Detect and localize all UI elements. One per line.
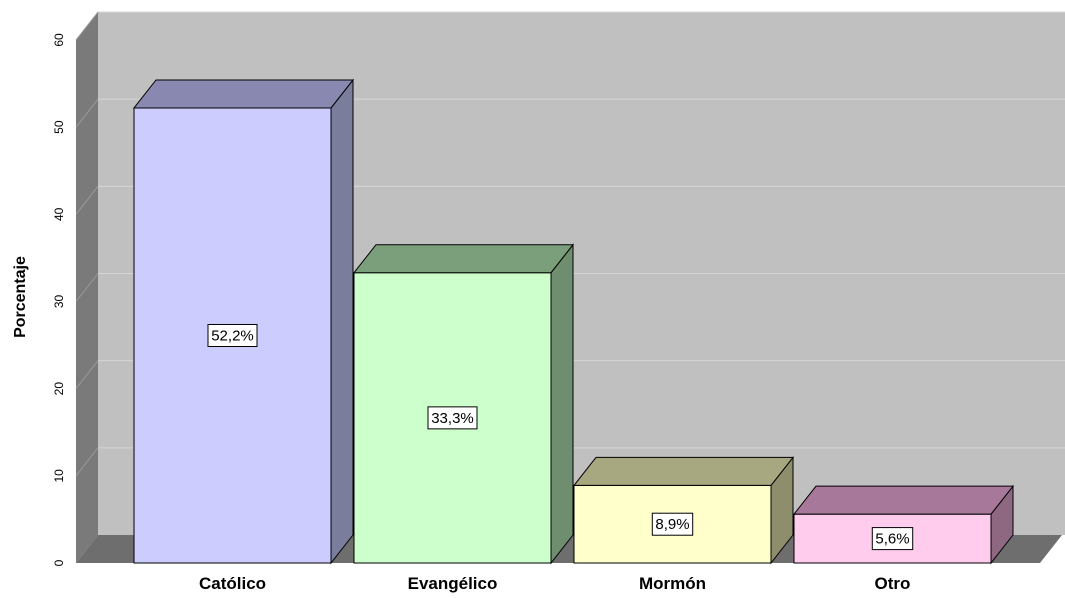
data-label-box bbox=[651, 512, 694, 536]
data-label: 52,2% bbox=[211, 327, 254, 344]
bar-side bbox=[550, 243, 574, 565]
bar-top bbox=[792, 485, 1015, 515]
bar: 8,9% bbox=[572, 455, 795, 565]
x-category-label: Mormón bbox=[639, 574, 706, 593]
x-category-label: Católico bbox=[199, 574, 266, 593]
y-tick-label: 50 bbox=[52, 120, 66, 134]
gridline-side bbox=[75, 273, 99, 302]
bar: 33,3% bbox=[352, 243, 575, 565]
data-label-box bbox=[427, 406, 478, 430]
data-label-box bbox=[207, 323, 258, 347]
y-tick-label: 30 bbox=[52, 295, 66, 309]
data-label-box bbox=[871, 527, 914, 551]
bar-top bbox=[572, 456, 795, 486]
bar-top bbox=[132, 79, 355, 109]
bar: 5,6% bbox=[792, 484, 1015, 565]
y-axis-label: Porcentaje bbox=[12, 256, 29, 338]
gridline-side bbox=[75, 360, 99, 389]
data-label: 33,3% bbox=[431, 410, 474, 427]
y-tick-label: 60 bbox=[52, 33, 66, 47]
data-label: 5,6% bbox=[875, 531, 909, 548]
x-category-label: Evangélico bbox=[408, 574, 498, 593]
bars: 52,2% 33,3% 8,9% 5,6% bbox=[132, 78, 1015, 565]
y-tick-label: 10 bbox=[52, 469, 66, 483]
gridline-side bbox=[75, 186, 99, 215]
gridline-side bbox=[75, 11, 99, 41]
bar-side bbox=[330, 78, 354, 565]
data-label: 8,9% bbox=[655, 516, 689, 533]
gridline-side bbox=[75, 447, 99, 477]
y-tick-label: 40 bbox=[52, 207, 66, 221]
bar: 52,2% bbox=[132, 78, 355, 565]
y-axis-ticks: 0 10 20 30 40 50 60 bbox=[52, 33, 66, 566]
x-axis-categories: Católico Evangélico Mormón Otro bbox=[199, 574, 910, 593]
x-category-label: Otro bbox=[875, 574, 911, 593]
bar-top bbox=[352, 244, 575, 274]
y-tick-label: 20 bbox=[52, 382, 66, 396]
gridline-side bbox=[75, 98, 99, 128]
y-tick-label: 0 bbox=[52, 559, 66, 566]
